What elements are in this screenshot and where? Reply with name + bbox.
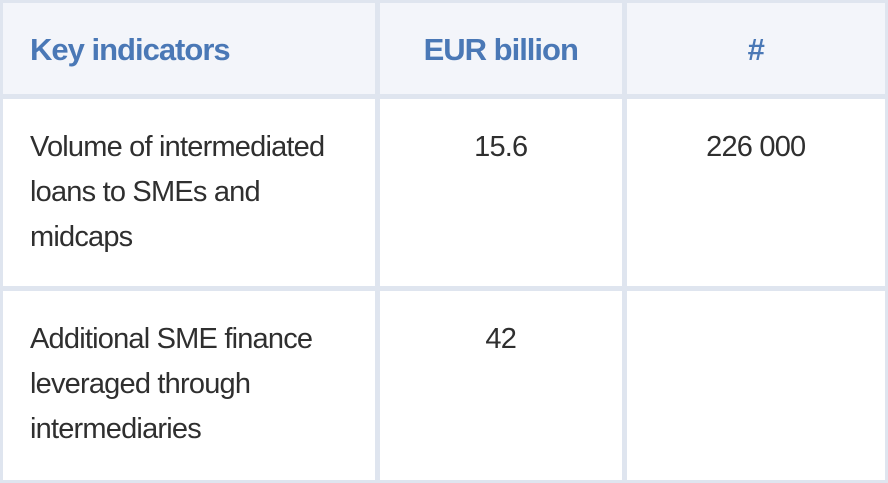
table-cell: 42 [376, 287, 625, 483]
header-cell: EUR billion [376, 0, 625, 97]
table-cell: 15.6 [376, 95, 625, 289]
row-label: Volume of intermediated loans to SMEs an… [0, 95, 378, 289]
header-cell: Key indicators [0, 0, 378, 97]
table-cell [623, 287, 888, 483]
header-cell: # [623, 0, 888, 97]
table-cell: 226 000 [623, 95, 888, 289]
row-label: Additional SME finance leveraged through… [0, 287, 378, 483]
